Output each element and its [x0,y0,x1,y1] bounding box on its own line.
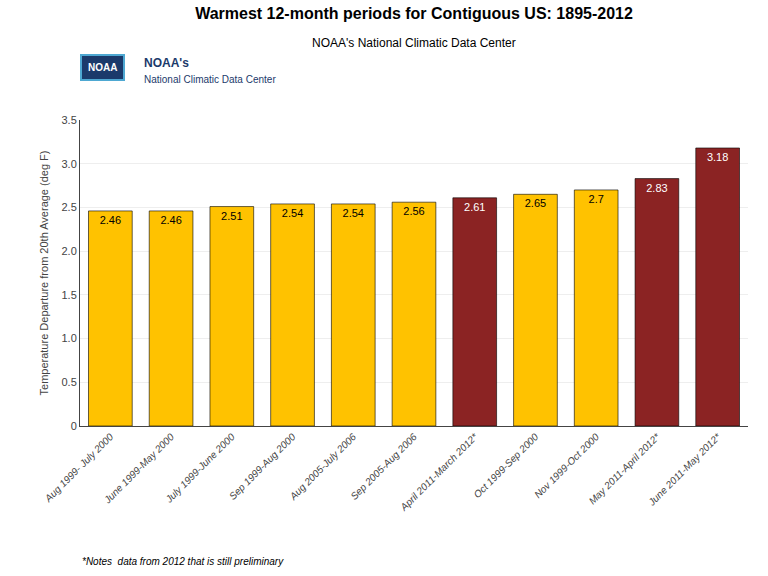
svg-text:1.0: 1.0 [62,332,77,344]
svg-text:2.54: 2.54 [343,207,364,219]
svg-text:2.54: 2.54 [282,207,303,219]
svg-text:1.5: 1.5 [62,289,77,301]
svg-text:NOAA: NOAA [88,62,117,73]
svg-text:June 1999-May 2000: June 1999-May 2000 [101,431,176,506]
svg-text:2.7: 2.7 [589,193,604,205]
svg-text:2.51: 2.51 [221,210,242,222]
svg-text:NOAA's National Climatic Data: NOAA's National Climatic Data Center [312,36,516,50]
svg-text:Warmest 12-month periods for C: Warmest 12-month periods for Contiguous … [195,5,633,22]
svg-text:2.83: 2.83 [646,182,667,194]
svg-text:3.0: 3.0 [62,158,77,170]
svg-text:3.18: 3.18 [707,151,728,163]
svg-text:June 2011-May 2012*: June 2011-May 2012* [645,430,723,508]
svg-text:Sep 2005-Aug 2006: Sep 2005-Aug 2006 [348,431,419,502]
svg-text:2.5: 2.5 [62,201,77,213]
svg-text:July 1999-June 2000: July 1999-June 2000 [163,431,237,505]
svg-text:National Climatic Data Center: National Climatic Data Center [144,74,276,85]
svg-text:April 2011-March 2012*: April 2011-March 2012* [397,430,480,513]
svg-text:3.5: 3.5 [62,114,77,126]
svg-text:Sep 1999-Aug 2000: Sep 1999-Aug 2000 [227,431,298,502]
svg-text:NOAA's: NOAA's [144,56,189,70]
svg-text:2.46: 2.46 [100,214,121,226]
svg-text:*Notes data from 2012 that is: *Notes data from 2012 that is still prel… [82,556,284,567]
svg-text:Oct 1999-Sep 2000: Oct 1999-Sep 2000 [471,431,540,500]
svg-text:2.61: 2.61 [464,201,485,213]
svg-text:2.46: 2.46 [160,214,181,226]
svg-text:Aug 2005-July 2006: Aug 2005-July 2006 [287,431,359,503]
svg-text:2.0: 2.0 [62,245,77,257]
svg-text:Temperature Departure from 20t: Temperature Departure from 20th Average … [38,151,50,396]
svg-text:2.65: 2.65 [525,197,546,209]
svg-text:May 2011-April 2012*: May 2011-April 2012* [587,430,663,506]
svg-text:0: 0 [71,420,77,432]
svg-text:Nov 1999-Oct 2000: Nov 1999-Oct 2000 [532,431,601,500]
svg-text:0.5: 0.5 [62,376,77,388]
svg-text:2.56: 2.56 [403,205,424,217]
svg-text:Aug 1999- July 2000: Aug 1999- July 2000 [42,431,116,505]
